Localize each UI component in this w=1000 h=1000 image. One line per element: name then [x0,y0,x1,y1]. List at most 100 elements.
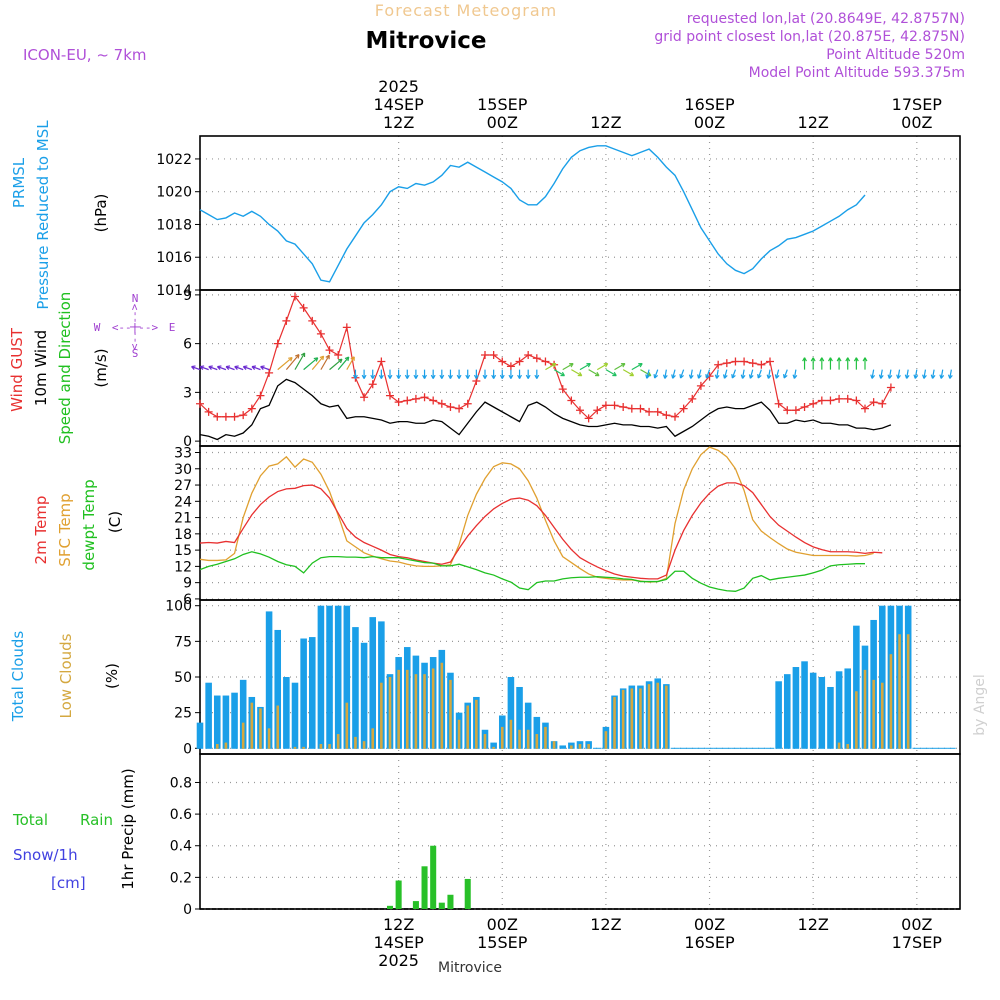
arrow-head [534,374,540,379]
total-cloud-bar [369,617,377,749]
low-cloud-bar [293,746,297,749]
gust-marker [835,394,844,403]
model-label: ICON-EU, ~ 7km [23,46,147,64]
arrow-head [260,365,265,370]
low-cloud-bar [449,679,452,749]
wind-direction-arrow [878,369,884,379]
temperature-ytick-label: 21 [174,511,192,527]
arrow-shaft [940,369,944,379]
arrow-head [922,374,927,379]
cloud-labels: Total Clouds Low Clouds (%) by Angel [9,631,988,736]
arrow-head [508,374,514,379]
gust-marker [524,351,533,359]
wind-direction-arrow [260,365,270,371]
arrow-head [939,374,945,379]
rain-bar [412,901,419,909]
arrow-head [482,374,488,379]
sfc-temp-label: SFC Temp [56,493,74,566]
arrow-head [422,374,427,379]
temperature-ytick-label: 15 [174,543,192,559]
low-cloud-bar [440,662,444,749]
gust-marker [774,399,783,408]
low-cloud-bar [276,705,280,749]
wind-direction-arrow [404,369,410,379]
plot-panels: 1014101610181020102203696912151821242730… [156,135,961,918]
wind-direction-arrow [217,365,227,371]
precip-labels: Total Rain Snow/1h [cm] 1hr Precip (mm) [12,768,137,892]
low-cloud-bar [872,679,875,749]
arrow-head [586,363,591,368]
low-cloud-bar [639,688,642,749]
wind-direction-arrow [579,363,591,371]
arrow-shaft [303,357,319,371]
wind-direction-arrow [396,369,402,379]
wind-direction-arrow [473,369,479,379]
low-cloud-bar [552,741,556,749]
gust-marker [360,393,369,402]
low-cloud-bar [906,634,910,749]
arrow-head [904,374,910,379]
total-cloud-bar [835,671,843,749]
arrow-shaft [329,358,343,371]
arrow-head [947,374,953,379]
wind-direction-arrow [422,369,427,379]
wind-direction-arrow [277,356,293,371]
wind-direction-arrow [508,369,514,379]
wind-direction-arrow [491,369,497,379]
gust-marker [368,380,377,389]
pressure-ytick-label: 1020 [156,185,192,201]
wind-direction-arrow [792,369,798,379]
gust-marker [316,329,325,338]
wind-direction-arrow [688,369,694,379]
wind-direction-arrow [697,369,702,379]
arrow-shaft [311,355,325,371]
gust-marker [221,412,230,421]
arrow-head [774,374,780,379]
temperature-ytick-label: 30 [174,462,192,478]
arrow-head [313,357,319,362]
arrow-shaft [871,369,875,379]
low-cloud-bar [319,744,323,749]
arrow-shaft [672,369,676,379]
wind-direction-arrow [465,369,471,379]
wind-direction-arrow [671,369,676,379]
arrow-shaft [234,365,244,371]
low-cloud-bar [414,674,418,749]
low-cloud-bar [647,684,651,749]
total-cloud-bar [213,695,221,749]
compass-arrows-horizontal: <--|--> [112,321,159,334]
arrow-shaft [588,369,600,377]
wind-direction-arrow [456,369,462,379]
arrow-head [439,374,445,379]
gust-marker [861,404,869,413]
wind-direction-arrow [285,354,300,371]
arrow-shaft [294,352,306,370]
rain-bar [430,845,437,909]
arrow-head [199,365,205,370]
gust-marker [817,396,826,405]
low-cloud-bar [509,719,513,749]
low-cloud-bar [535,734,539,749]
wind-direction-arrow [337,356,350,371]
arrow-head [325,354,330,360]
arrow-shaft [208,365,218,371]
wind-direction-arrow [439,369,445,379]
arrow-head [295,354,300,359]
pressure-panel: 1014 1016 1018 1020 1022 [156,135,961,299]
arrow-head [697,374,702,379]
bottom-time-label: 12Z [383,915,414,934]
wind-direction-arrow [482,369,488,379]
clouds-ytick-label: 100 [165,599,192,615]
point-altitude: Point Altitude 520m [826,47,965,63]
gust-marker [567,396,576,405]
total-cloud-bar [308,637,316,749]
bottom-time-label: 12Z [798,915,829,934]
gust-marker [800,403,809,411]
gust-marker [843,394,852,403]
compass-n: N [132,291,139,304]
temperature-ytick-label: 18 [174,527,192,543]
total-cloud-bar [222,695,230,749]
arrow-head [766,374,772,379]
wind-direction-arrow [896,369,901,379]
